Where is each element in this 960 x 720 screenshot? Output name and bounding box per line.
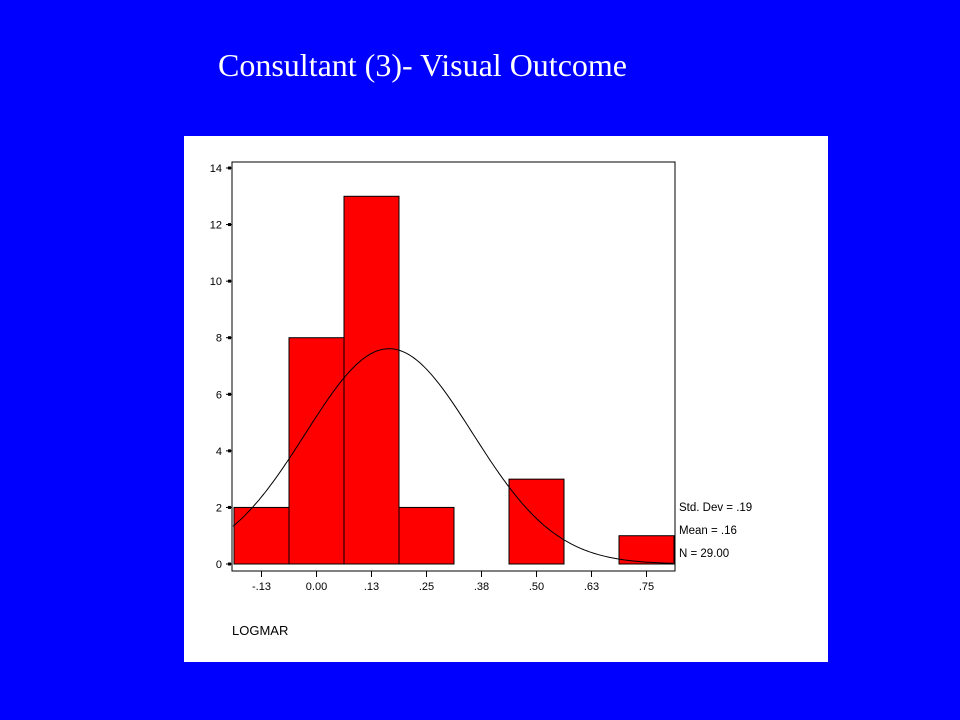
y-tick-label: 12: [210, 220, 222, 232]
stat-label: N = 29.00: [679, 548, 729, 560]
x-tick-label: .38: [474, 581, 489, 593]
histogram-bar: [398, 506, 455, 565]
x-tick-label: 0.00: [306, 581, 327, 593]
x-tick-label: .50: [529, 581, 544, 593]
histogram-chart: 0 2 4 6 8 10 12 14 -.13 0.00 .13 .25 .38 .50 .63 .75 S…: [210, 161, 752, 638]
y-tick-label: 0: [216, 559, 222, 571]
y-tick-marker: [228, 562, 231, 566]
histogram-bar: [618, 535, 675, 565]
y-tick-marker: [228, 279, 231, 283]
y-axis: 0 2 4 6 8 10 12 14: [210, 162, 233, 571]
y-tick-label: 8: [216, 333, 222, 345]
x-axis: -.13 0.00 .13 .25 .38 .50 .63 .75: [252, 571, 654, 593]
histogram-bar: [233, 506, 290, 565]
x-axis-label: LOGMAR: [232, 623, 288, 638]
y-tick-marker: [228, 223, 231, 227]
histogram-bar: [288, 337, 345, 565]
y-tick-marker: [228, 336, 231, 340]
x-tick-label: .25: [419, 581, 434, 593]
y-tick-marker: [228, 166, 231, 170]
x-tick-label: .63: [584, 581, 599, 593]
x-tick-label: -.13: [252, 581, 271, 593]
y-tick-marker: [228, 505, 231, 509]
normal-curve: [232, 348, 673, 564]
y-tick-marker: [228, 449, 231, 453]
histogram-panel: 0 2 4 6 8 10 12 14 -.13 0.00 .13 .25 .38 .50 .63 .75 S…: [184, 136, 828, 662]
x-tick-label: .13: [364, 581, 379, 593]
slide-title: Consultant (3)- Visual Outcome: [218, 47, 627, 83]
stat-label: Mean = .16: [679, 525, 737, 537]
stat-label: Std. Dev = .19: [679, 502, 752, 514]
y-tick-marker: [228, 392, 231, 396]
y-tick-label: 6: [216, 389, 222, 401]
y-tick-label: 2: [216, 502, 222, 514]
bars-layer: [233, 195, 675, 565]
histogram-bar: [508, 478, 565, 565]
x-tick-label: .75: [639, 581, 654, 593]
stats-box: Std. Dev = .19 Mean = .16 N = 29.00: [679, 502, 752, 560]
y-tick-label: 14: [210, 163, 222, 175]
y-tick-label: 4: [216, 446, 222, 458]
y-tick-label: 10: [210, 276, 222, 288]
histogram-bar: [343, 195, 400, 565]
